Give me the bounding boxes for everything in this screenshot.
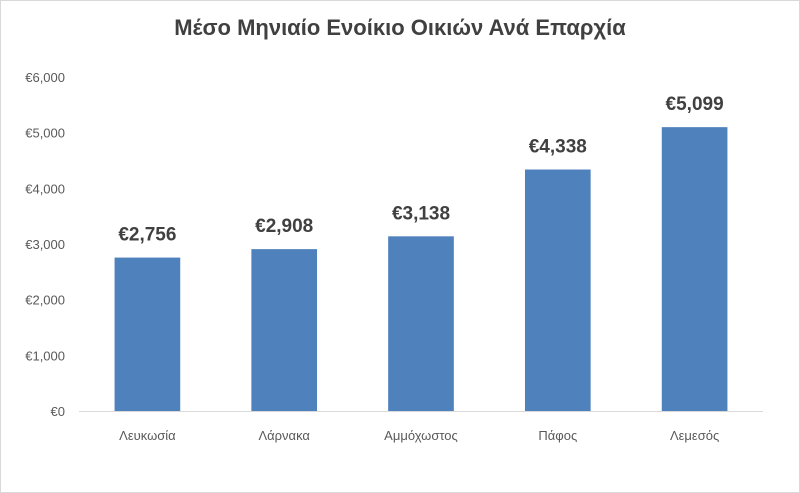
bar-3 [388,236,454,411]
x-tick-label: Πάφος [538,428,577,443]
bar-1 [114,257,181,411]
x-tick-label: Αμμόχωστος [384,428,458,443]
bar-2 [251,249,318,411]
data-label: €2,756 [118,225,176,246]
bar-5 [661,127,728,411]
chart-title: Μέσο Μηνιαίο Ενοίκιο Οικιών Ανά Επαρχία [174,15,626,40]
x-tick-label: Λεμεσός [670,428,719,443]
y-tick-label: €3,000 [25,237,65,252]
data-label: €3,138 [392,203,450,224]
x-tick-label: Λάρνακα [258,428,310,443]
data-label: €5,099 [666,94,724,115]
y-tick-label: €1,000 [25,348,65,363]
bar-4 [524,169,591,411]
y-tick-label: €4,000 [25,181,65,196]
y-tick-label: €6,000 [25,70,65,85]
y-tick-label: €5,000 [25,126,65,141]
y-tick-label: €0 [51,404,65,419]
data-label: €2,908 [255,216,313,237]
data-label: €4,338 [529,137,587,158]
y-tick-label: €2,000 [25,293,65,308]
x-tick-label: Λευκωσία [119,428,176,443]
